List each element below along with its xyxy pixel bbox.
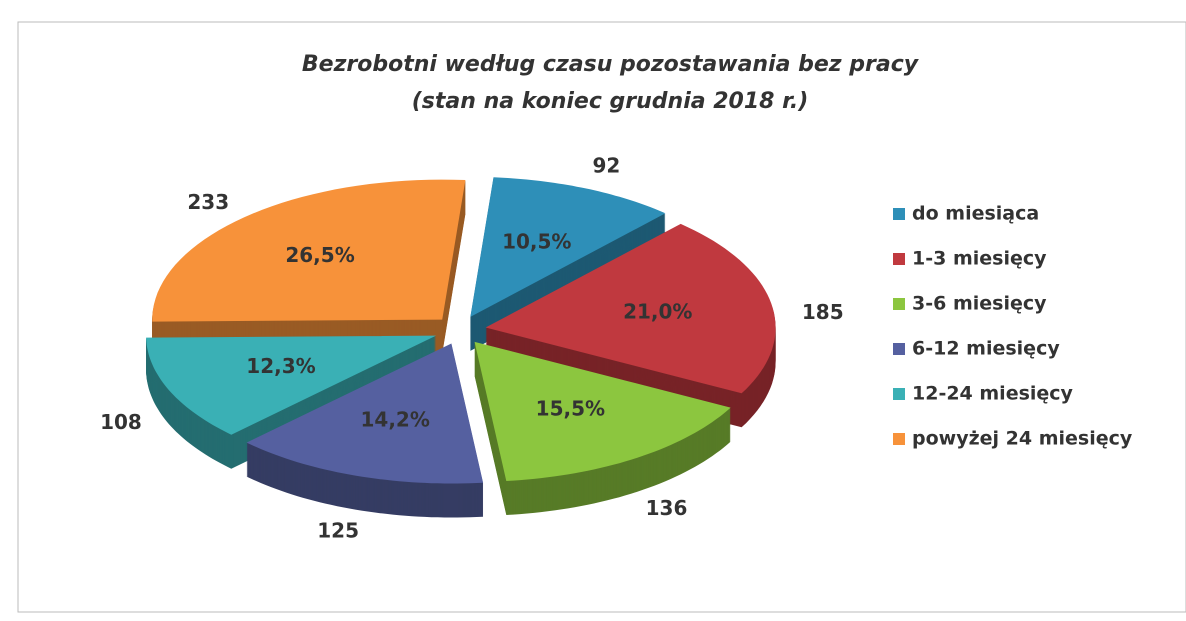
legend-label: 12-24 miesięcy	[912, 383, 1074, 405]
legend-label: do miesiąca	[912, 203, 1039, 225]
legend-swatch	[893, 208, 905, 220]
percent-label: 21,0%	[623, 300, 692, 324]
legend-swatch	[893, 253, 905, 265]
value-label: 233	[187, 190, 229, 214]
percent-label: 10,5%	[502, 229, 571, 253]
value-label: 136	[646, 496, 688, 520]
slice	[146, 335, 437, 435]
percent-label: 12,3%	[246, 354, 315, 378]
chart-subtitle: (stan na koniec grudnia 2018 r.)	[412, 89, 809, 114]
legend-label: 6-12 miesięcy	[912, 338, 1060, 360]
slice	[485, 223, 776, 394]
value-label: 92	[592, 153, 620, 177]
legend-label: 1-3 miesięcy	[912, 248, 1047, 270]
slice	[470, 177, 666, 317]
slice	[474, 341, 731, 481]
percent-label: 14,2%	[361, 407, 430, 431]
slice	[152, 179, 466, 322]
legend-swatch	[893, 343, 905, 355]
value-label: 108	[100, 410, 142, 434]
value-label: 125	[317, 519, 359, 543]
percent-label: 26,5%	[285, 243, 354, 267]
legend-swatch	[893, 388, 905, 400]
legend-swatch	[893, 298, 905, 310]
chart-title: Bezrobotni według czasu pozostawania bez…	[302, 52, 920, 77]
percent-label: 15,5%	[536, 397, 605, 421]
legend-swatch	[893, 433, 905, 445]
legend-label: powyżej 24 miesięcy	[912, 428, 1133, 450]
slice	[246, 343, 484, 484]
legend-label: 3-6 miesięcy	[912, 293, 1047, 315]
value-label: 185	[802, 300, 844, 324]
